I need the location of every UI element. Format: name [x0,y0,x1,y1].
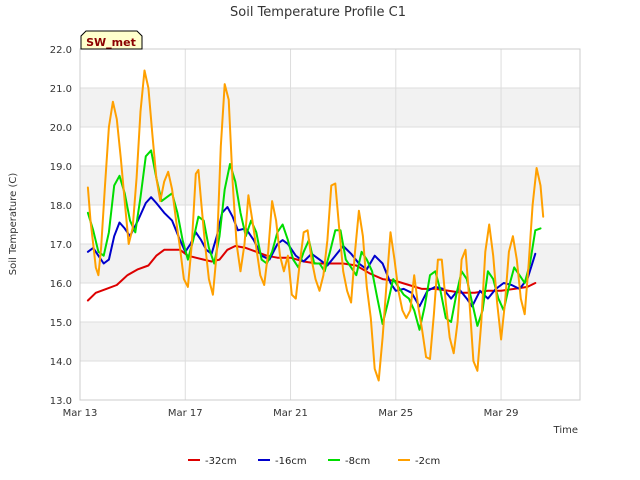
legend-label: -2cm [415,456,440,467]
x-tick-label: Mar 21 [273,408,308,419]
x-tick-label: Mar 25 [378,408,413,419]
plot-area [79,48,581,401]
series-lines [86,69,545,382]
legend-label: -8cm [345,456,370,467]
grid-band [80,322,580,361]
legend-label: -32cm [205,456,237,467]
site-badge: SW_met [80,30,143,50]
chart-title: Soil Temperature Profile C1 [230,5,406,20]
y-tick-label: 16.0 [50,279,72,290]
y-tick-label: 19.0 [50,162,72,173]
y-tick-label: 15.0 [50,318,72,329]
legend: -32cm -16cm -8cm -2cm [188,456,440,467]
badge-box [80,30,143,50]
x-axis: Mar 13 Mar 17 Mar 21 Mar 25 Mar 29 [63,408,519,419]
y-tick-label: 22.0 [50,45,72,56]
y-tick-label: 13.0 [50,396,72,407]
grid-bands [80,88,580,361]
x-axis-label: Time [553,425,578,436]
series-line-32cm [86,245,537,302]
x-tick-label: Mar 29 [484,408,519,419]
y-tick-label: 21.0 [50,84,72,95]
series-line-2cm [86,69,545,382]
y-tick-label: 17.0 [50,240,72,251]
plot-frame [79,48,581,401]
x-tick-label: Mar 17 [168,408,203,419]
y-tick-label: 14.0 [50,357,72,368]
y-tick-label: 18.0 [50,201,72,212]
badge-text: SW_met [86,36,136,49]
y-axis-label: Soil Temperature (C) [8,173,19,276]
grid-band [80,88,580,127]
y-tick-label: 20.0 [50,123,72,134]
legend-label: -16cm [275,456,307,467]
series-line-16cm [86,196,537,308]
y-axis: 13.0 14.0 15.0 16.0 17.0 18.0 19.0 20.0 21.0 22.0 [50,45,72,407]
x-tick-label: Mar 13 [63,408,98,419]
series-line-8cm [86,149,542,331]
